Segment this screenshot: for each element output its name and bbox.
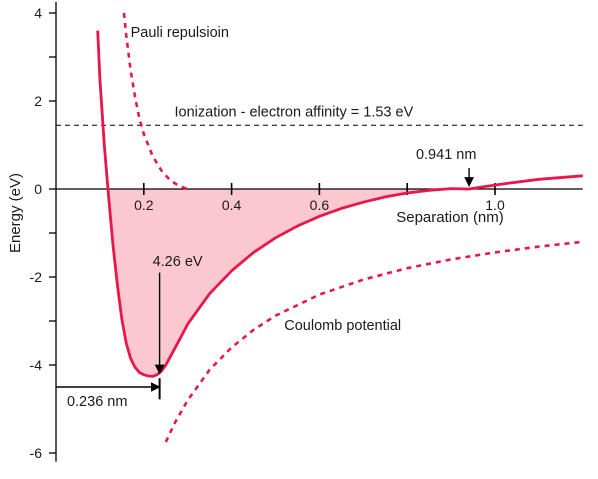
y-tick-label: 0 — [34, 181, 42, 197]
total-energy-curve — [96, 30, 583, 378]
pauli-repulsioin-label: Pauli repulsioin — [131, 25, 229, 41]
y-tick-label: -6 — [30, 445, 43, 461]
bound-region-fill — [108, 189, 470, 377]
coulomb-potential-label: Coulomb potential — [284, 318, 401, 334]
x-tick-label: 0.4 — [222, 197, 242, 213]
x-tick-label: 0.2 — [134, 197, 154, 213]
4-26-ev-label: 4.26 eV — [153, 254, 203, 270]
y-tick-label: 4 — [34, 5, 42, 21]
x-tick-label: 0.6 — [310, 197, 330, 213]
coulomb-potential-curve — [164, 240, 583, 443]
ionization-electron-affinity-1-53-ev-label: Ionization - electron affinity = 1.53 eV — [175, 104, 414, 120]
pauli-repulsioin-curve — [122, 12, 189, 191]
y-axis-label: Energy (eV) — [7, 173, 24, 253]
x-axis-label: Separation (nm) — [396, 209, 504, 226]
x-tick-label: 1.0 — [485, 197, 505, 213]
0-236-nm-label: 0.236 nm — [67, 394, 127, 410]
y-tick-label: -4 — [30, 357, 43, 373]
y-tick-label: 2 — [34, 93, 42, 109]
y-tick-label: -2 — [30, 269, 43, 285]
0-941-nm-label: 0.941 nm — [416, 147, 476, 163]
